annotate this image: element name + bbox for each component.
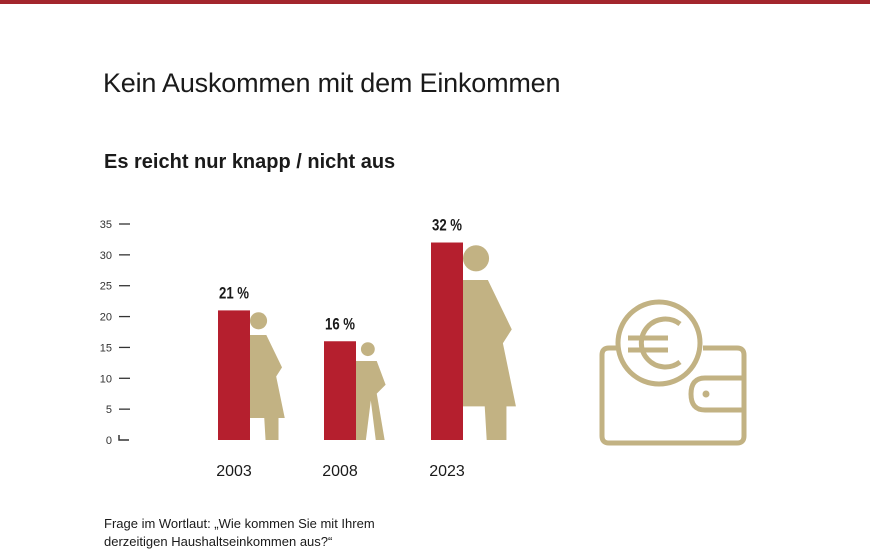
- woman-figure-icon: [463, 280, 516, 440]
- data-label: 16 %: [325, 314, 355, 333]
- woman-figure-icon: [250, 335, 285, 440]
- figure-head: [463, 245, 490, 272]
- top-accent-bar: [0, 0, 870, 4]
- y-tick-label: 0: [106, 435, 112, 447]
- y-tick-label: 30: [100, 250, 112, 262]
- y-tick-label: 15: [100, 342, 112, 354]
- figure-head: [249, 312, 268, 330]
- wallet-euro-icon: [599, 299, 747, 446]
- bar-2003: [218, 310, 250, 440]
- x-tick-label: 2008: [322, 463, 358, 480]
- page-title: Kein Auskommen mit dem Einkommen: [103, 68, 561, 98]
- chart-subtitle: Es reicht nur knapp / nicht aus: [104, 151, 396, 173]
- footnote-line-2: derzeitigen Haushaltseinkommen aus?“: [104, 534, 333, 549]
- bar-2008: [324, 341, 356, 440]
- x-tick-label: 2023: [429, 463, 465, 480]
- y-tick-label: 35: [100, 219, 112, 231]
- y-tick-label: 5: [106, 404, 112, 416]
- y-tick-label: 25: [100, 281, 112, 293]
- x-tick-label: 2003: [216, 463, 252, 480]
- child-figure-icon: [356, 361, 386, 440]
- bar-2023: [431, 242, 463, 440]
- footnote: Frage im Wortlaut: „Wie kommen Sie mit I…: [104, 515, 375, 551]
- wallet-clasp-dot: [702, 390, 710, 398]
- y-axis-origin-mark: [118, 435, 129, 441]
- data-label: 21 %: [219, 283, 249, 302]
- footnote-line-1: Frage im Wortlaut: „Wie kommen Sie mit I…: [104, 516, 375, 531]
- y-tick-label: 10: [100, 373, 112, 385]
- y-tick-label: 20: [100, 312, 112, 324]
- data-label: 32 %: [432, 216, 462, 235]
- figure-head: [360, 342, 375, 357]
